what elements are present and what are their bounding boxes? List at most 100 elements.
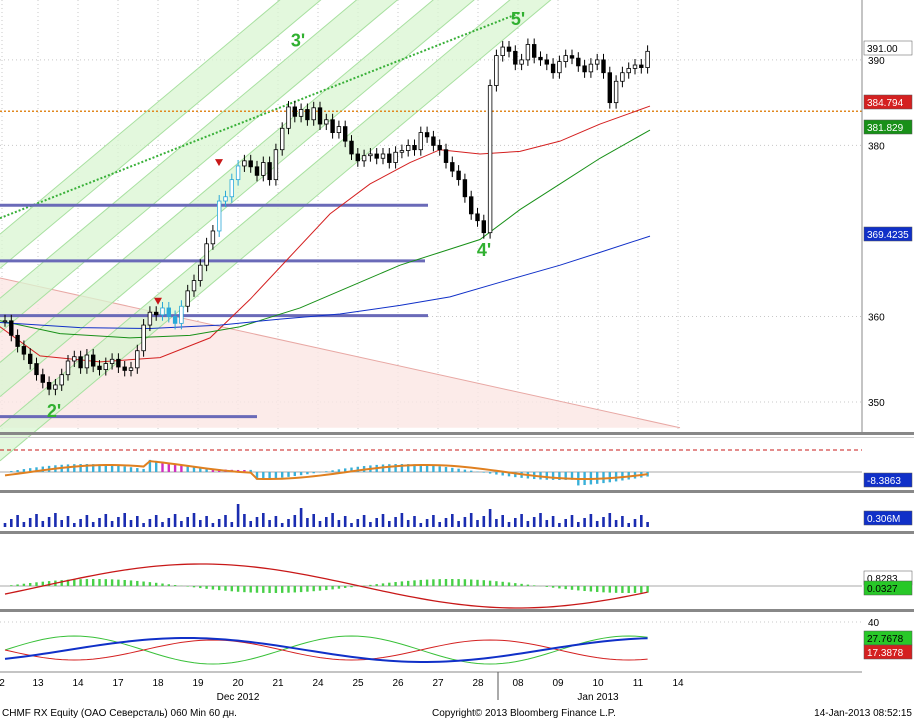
candle-body: [418, 132, 423, 151]
y-tick-label: 380: [868, 141, 885, 152]
macd-bar: [79, 579, 82, 586]
macd-bar: [614, 586, 618, 593]
candle-body: [153, 311, 159, 316]
macd-bar: [425, 579, 429, 586]
volume-bar: [400, 513, 404, 527]
candle-body: [279, 127, 285, 151]
volume-bar: [22, 522, 26, 527]
candle-body: [576, 57, 581, 67]
volume-bar: [331, 513, 334, 527]
footer-ticker: CHMF RX Equity (OAO Северсталь) 060 Min …: [2, 708, 237, 719]
candle-body: [9, 320, 14, 336]
footer-copyright: Copyright© 2013 Bloomberg Finance L.P.: [432, 708, 616, 719]
dmi-minus-line: [4, 639, 648, 661]
volume-bar: [570, 515, 574, 527]
volume-bar: [136, 516, 139, 527]
macd-bar: [60, 580, 63, 586]
macd-bar: [583, 586, 586, 592]
volume-bar: [350, 523, 353, 527]
macd-bar: [281, 586, 284, 593]
price-tag-text: 0.8283: [867, 574, 898, 585]
volume-bar: [35, 514, 38, 527]
volume-bar: [394, 517, 397, 527]
x-tick-label: 08: [512, 678, 524, 689]
volume-panel: [3, 504, 649, 527]
macd-bar: [577, 586, 580, 591]
candle-body: [588, 63, 594, 73]
osc-bar: [10, 471, 13, 472]
channel-line: [0, 0, 322, 269]
candle-body: [374, 153, 379, 159]
macd-bar: [463, 579, 467, 586]
candle-body: [349, 140, 354, 155]
osc-bar: [262, 472, 265, 480]
volume-bar: [614, 520, 618, 527]
volume-bar: [123, 513, 126, 527]
osc-bar: [507, 472, 511, 477]
candle-body: [456, 170, 461, 181]
candle-body: [582, 65, 587, 73]
channel-band: [0, 0, 321, 269]
volume-bar: [356, 519, 360, 527]
price-tag-bg: [863, 644, 913, 660]
candle-body: [595, 59, 600, 65]
volume-bar: [28, 518, 32, 527]
volume-bar: [451, 514, 454, 527]
volume-bar: [457, 521, 460, 527]
volume-bar: [306, 518, 309, 527]
candle-body: [361, 155, 367, 162]
volume-bar: [10, 519, 13, 527]
candle-body: [147, 311, 153, 326]
panel-border: [0, 437, 914, 438]
x-tick-label: 21: [272, 678, 284, 689]
volume-bar: [91, 522, 95, 527]
macd-bar: [35, 582, 38, 586]
osc-bar: [545, 472, 548, 480]
volume-bar: [343, 516, 347, 527]
osc-bar: [425, 465, 429, 472]
volume-bar: [186, 517, 189, 527]
osc-bar: [558, 472, 561, 480]
macd-bar: [274, 586, 278, 593]
macd-bar: [344, 586, 347, 588]
volume-bar: [640, 515, 643, 527]
macd-bar: [621, 586, 624, 593]
volume-bar: [98, 518, 101, 527]
oscillator-panel: [0, 449, 862, 486]
adx-line: [4, 637, 648, 663]
volume-bar: [482, 516, 486, 527]
osc-bar: [470, 470, 473, 472]
x-tick-label: 20: [232, 678, 244, 689]
osc-bar: [16, 470, 19, 472]
volume-bar: [608, 513, 612, 527]
price-tag-text: 369.4235: [867, 230, 909, 241]
macd-bar: [507, 582, 511, 586]
candle-body: [160, 307, 165, 316]
macd-bar: [211, 586, 215, 590]
candle-body: [380, 153, 386, 159]
volume-bar: [621, 516, 624, 527]
osc-bar: [350, 467, 353, 472]
candle-body: [122, 366, 127, 371]
candle-body: [223, 196, 228, 202]
volume-bar: [532, 517, 536, 527]
osc-bar: [98, 464, 101, 472]
osc-bar: [451, 467, 454, 472]
macd-bar: [495, 581, 498, 586]
macd-bar: [192, 586, 196, 588]
volume-bar: [375, 518, 378, 527]
candle-body: [21, 346, 27, 355]
macd-bar: [413, 580, 416, 586]
volume-bar: [180, 521, 183, 527]
x-tick-label: 17: [112, 678, 124, 689]
candle-body: [65, 360, 71, 376]
panel-separator: [0, 609, 914, 612]
osc-bar: [92, 464, 95, 472]
macd-bar: [255, 586, 259, 593]
macd-bar: [205, 586, 208, 589]
candle-body: [519, 59, 524, 65]
candle-body: [216, 200, 222, 232]
candle-body: [626, 68, 631, 74]
volume-bar: [646, 522, 649, 527]
x-tick-label: 26: [392, 678, 404, 689]
